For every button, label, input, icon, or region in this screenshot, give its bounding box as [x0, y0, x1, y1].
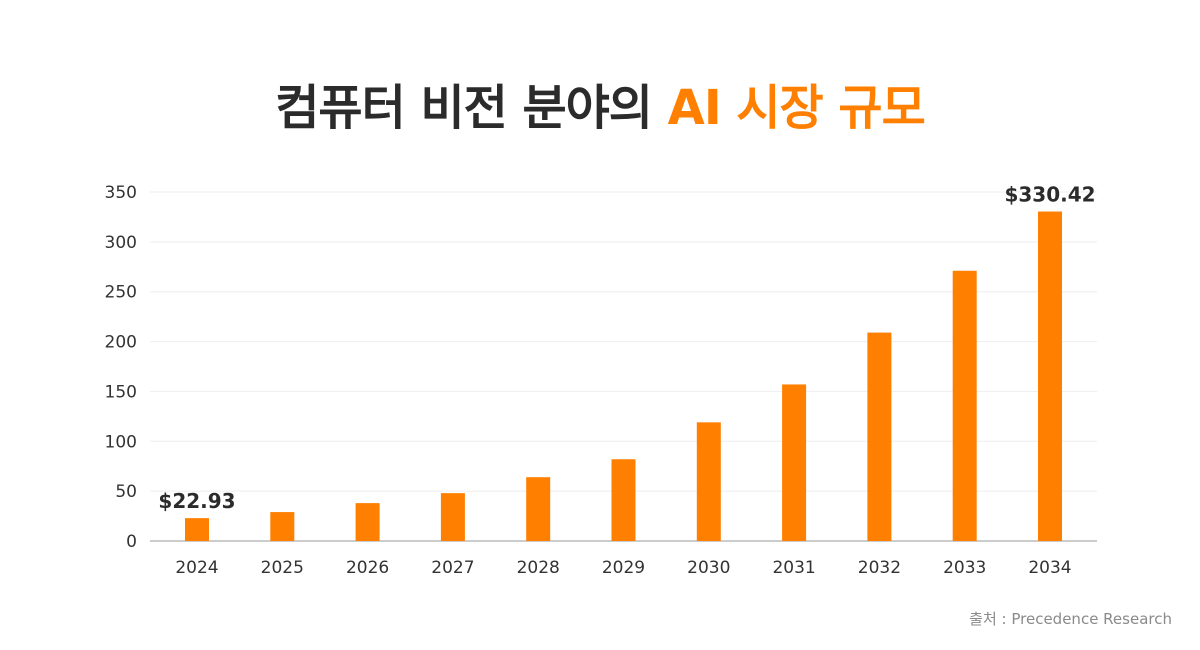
data-label: $22.93: [158, 489, 235, 513]
y-tick-label: 350: [105, 183, 137, 203]
x-tick-label: 2032: [858, 558, 901, 578]
chart-title: 컴퓨터 비전 분야의 AI 시장 규모: [0, 68, 1200, 138]
chart-title-accent: AI 시장 규모: [667, 80, 926, 136]
y-tick-label: 150: [105, 382, 137, 402]
bar-2033: [952, 270, 977, 541]
bar-2027: [440, 493, 465, 541]
y-tick-label: 200: [105, 333, 137, 353]
bar-2026: [355, 503, 380, 541]
y-tick-label: 50: [115, 482, 137, 502]
bars: [185, 211, 1062, 542]
y-tick-label: 300: [105, 233, 137, 253]
chart-title-text: 컴퓨터 비전 분야의: [275, 80, 653, 136]
bar-2031: [782, 384, 807, 541]
y-axis-ticks: 0 50 100 150 200 250 300 350: [105, 183, 137, 552]
x-tick-label: 2033: [943, 558, 986, 578]
bar-2029: [611, 459, 636, 541]
x-tick-label: 2034: [1028, 558, 1071, 578]
x-tick-label: 2030: [687, 558, 730, 578]
x-tick-label: 2031: [772, 558, 815, 578]
bar-2030: [696, 422, 721, 541]
data-labels: $22.93 $330.42: [158, 183, 1095, 514]
bar-2024: [185, 518, 209, 541]
y-tick-label: 0: [126, 532, 137, 552]
x-tick-label: 2024: [175, 558, 218, 578]
bar-2034: [1038, 211, 1062, 542]
x-tick-label: 2025: [261, 558, 304, 578]
x-tick-label: 2026: [346, 558, 389, 578]
source-note: 출처 : Precedence Research: [969, 610, 1172, 628]
bar-2025: [270, 512, 295, 541]
data-label: $330.42: [1004, 183, 1095, 207]
y-tick-label: 100: [105, 432, 137, 452]
x-tick-label: 2027: [431, 558, 474, 578]
x-tick-label: 2029: [602, 558, 645, 578]
x-tick-label: 2028: [517, 558, 560, 578]
bar-2028: [526, 477, 551, 541]
bar-2032: [867, 332, 892, 541]
y-tick-label: 250: [105, 283, 137, 303]
x-axis-ticks: 2024 2025 2026 2027 2028 2029 2030 2031 2032 2033…: [175, 558, 1071, 578]
